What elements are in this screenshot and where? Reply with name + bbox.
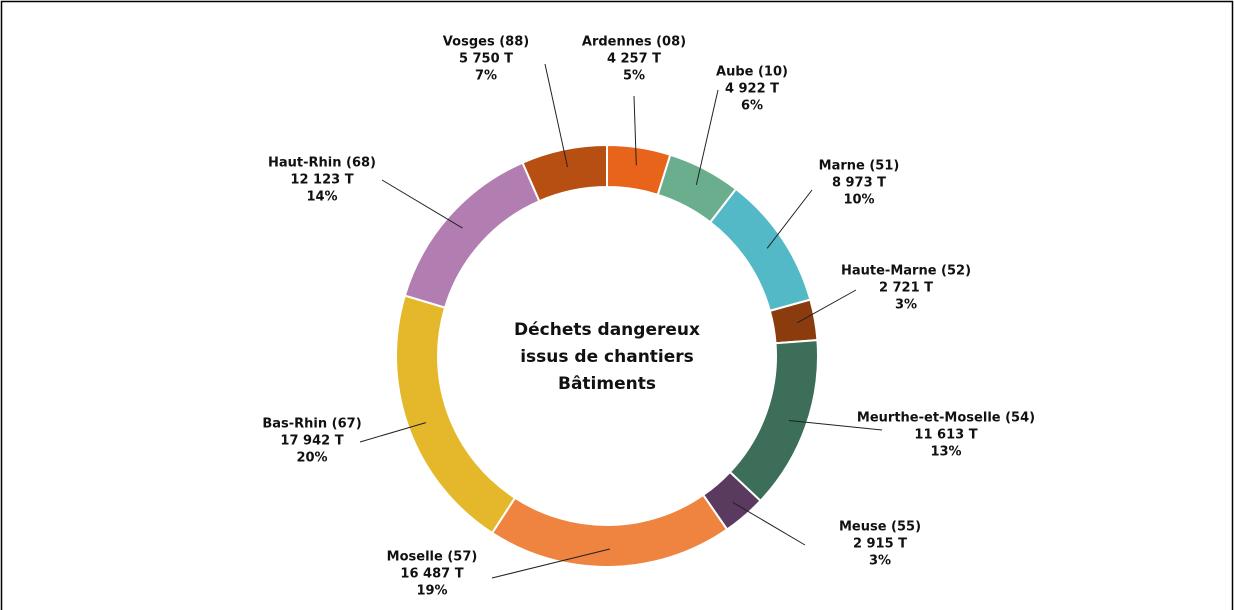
donut-slice [708,187,812,313]
value-label: 5 750 T [459,52,513,67]
value-label: 2 721 T [879,281,933,296]
leader-line [695,89,719,186]
donut-slice [395,294,517,535]
leader-line [381,179,463,229]
leader-line [359,422,426,443]
percent-label: 19% [416,584,447,599]
chart-title: Bâtiments [558,374,656,394]
slice-label: Meuse (55) [839,520,921,535]
value-label: 16 487 T [400,567,463,582]
value-label: 4 922 T [725,82,779,97]
leader-line [633,95,637,166]
leader-line [788,419,883,431]
slice-label: Vosges (88) [443,35,529,50]
leader-line [544,63,569,168]
leader-line [766,189,813,249]
percent-label: 3% [895,298,917,313]
donut-slice [728,339,819,503]
percent-label: 5% [623,69,645,84]
slice-label: Aube (10) [716,65,788,80]
percent-label: 10% [843,193,874,208]
donut-slice [521,143,608,203]
percent-label: 6% [741,99,763,114]
slice-label: Ardennes (08) [582,35,686,50]
slice-label: Haut-Rhin (68) [268,156,376,171]
value-label: 4 257 T [607,52,661,67]
leader-line [732,501,806,546]
slice-label: Haute-Marne (52) [841,264,971,279]
percent-label: 14% [306,190,337,205]
leader-line [796,289,857,324]
donut-slice [403,161,541,309]
donut-slice [490,493,729,568]
leader-line [491,548,610,579]
slice-label: Meurthe-et-Moselle (54) [857,411,1035,426]
value-label: 11 613 T [914,428,977,443]
value-label: 12 123 T [290,173,353,188]
chart-title: Déchets dangereux [514,320,700,340]
slice-label: Bas-Rhin (67) [262,417,361,432]
value-label: 17 942 T [280,434,343,449]
slice-label: Moselle (57) [387,550,478,565]
slice-label: Marne (51) [819,159,900,174]
percent-label: 13% [930,445,961,460]
percent-label: 20% [296,451,327,466]
percent-label: 3% [869,554,891,569]
percent-label: 7% [475,69,497,84]
chart-title: issus de chantiers [520,347,694,367]
value-label: 8 973 T [832,176,886,191]
value-label: 2 915 T [853,537,907,552]
